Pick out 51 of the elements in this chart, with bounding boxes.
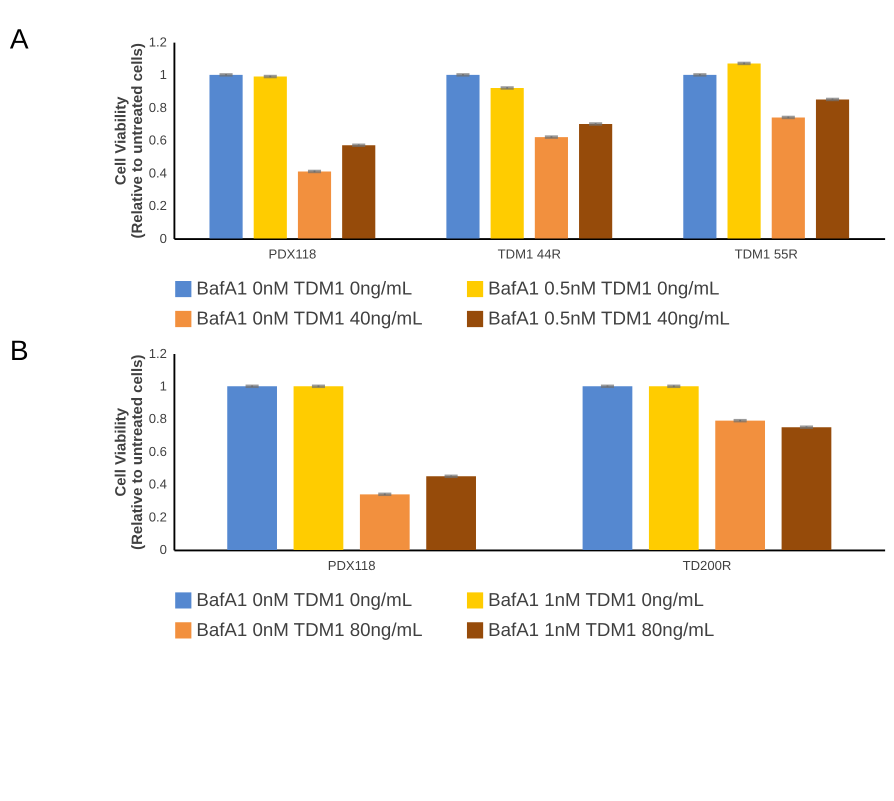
bar: [254, 76, 287, 239]
legend-label: BafA1 1nM TDM1 0ng/mL: [488, 589, 704, 610]
bar: [715, 420, 766, 550]
y-tick-label: 0.2: [148, 198, 167, 214]
bar: [446, 74, 480, 239]
y-tick-label: 1.2: [148, 346, 167, 361]
bar: [294, 386, 344, 550]
bar: [582, 386, 632, 550]
y-tick-label: 0.4: [148, 165, 167, 180]
legend-label: BafA1 0nM TDM1 40ng/mL: [196, 308, 422, 329]
bar: [782, 427, 832, 550]
x-tick-label: TDM1 44R: [498, 246, 561, 262]
y-tick-label: 1: [160, 67, 167, 82]
x-tick-label: PDX118: [328, 558, 376, 574]
x-tick-label: PDX118: [268, 246, 316, 262]
bar: [298, 171, 332, 239]
bar: [579, 124, 612, 239]
y-tick-label: 0.4: [148, 476, 167, 492]
y-tick-label: 0: [160, 230, 167, 246]
bar: [342, 145, 376, 239]
legend-label: BafA1 0nM TDM1 80ng/mL: [196, 618, 422, 640]
legend-label: BafA1 1nM TDM1 80ng/mL: [488, 618, 714, 640]
chart-title: A: [10, 24, 29, 55]
bar: [209, 74, 243, 239]
legend-label: BafA1 0.5nM TDM1 0ng/mL: [488, 278, 720, 299]
legend-label: BafA1 0nM TDM1 0ng/mL: [196, 589, 412, 610]
y-axis-title: Cell Viability (Relative to untreated cells): [112, 354, 146, 550]
bar: [728, 63, 761, 239]
bar: [683, 74, 716, 239]
bar: [490, 88, 524, 239]
legend-label: BafA1 0.5nM TDM1 40ng/mL: [488, 308, 730, 329]
bar: [816, 99, 850, 239]
chart-title: B: [10, 335, 29, 366]
y-tick-label: 0.6: [148, 444, 167, 459]
x-tick-label: TDM1 55R: [734, 246, 798, 262]
y-tick-label: 0: [160, 542, 167, 558]
y-tick-label: 0.8: [148, 411, 167, 426]
y-tick-label: 0.2: [148, 509, 167, 524]
bar: [534, 137, 568, 239]
x-tick-label: TD200R: [682, 558, 732, 574]
bar: [227, 386, 277, 550]
y-axis-title: Cell Viability (Relative to untreated cells): [112, 43, 146, 238]
legend-label: BafA1 0nM TDM1 0ng/mL: [196, 278, 412, 299]
y-tick-label: 1: [160, 378, 167, 394]
y-tick-label: 0.8: [148, 100, 167, 115]
y-tick-label: 0.6: [148, 132, 167, 148]
y-tick-label: 1.2: [148, 34, 167, 50]
bar: [426, 476, 476, 550]
bar: [772, 117, 805, 239]
bar: [360, 494, 410, 550]
bar: [648, 386, 699, 550]
